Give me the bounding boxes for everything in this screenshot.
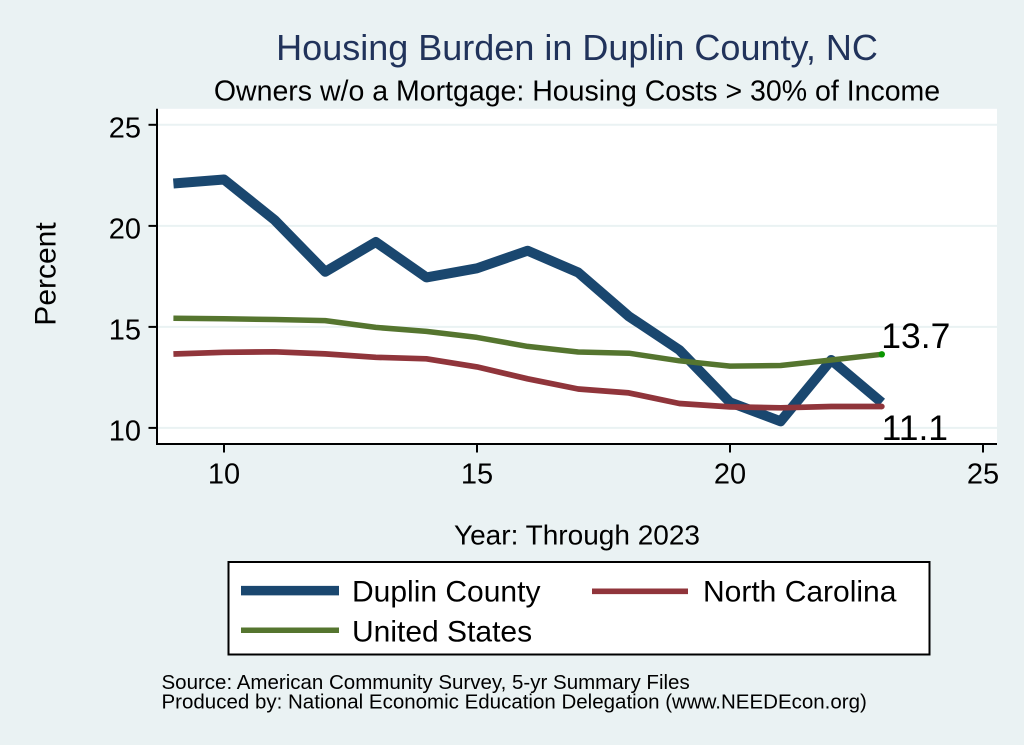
svg-text:15: 15 xyxy=(461,459,493,491)
svg-text:25: 25 xyxy=(109,112,141,144)
svg-text:Owners w/o a Mortgage: Housing: Owners w/o a Mortgage: Housing Costs > 3… xyxy=(214,76,940,108)
svg-text:20: 20 xyxy=(714,459,746,491)
svg-text:15: 15 xyxy=(109,314,141,346)
svg-text:United States: United States xyxy=(352,616,532,649)
svg-text:13.7: 13.7 xyxy=(881,316,950,356)
svg-text:25: 25 xyxy=(967,459,999,491)
svg-text:North Carolina: North Carolina xyxy=(703,576,897,609)
svg-text:10: 10 xyxy=(208,459,240,491)
svg-text:Duplin County: Duplin County xyxy=(352,576,540,609)
svg-text:Housing Burden in Duplin Count: Housing Burden in Duplin County, NC xyxy=(276,27,878,68)
svg-text:11.1: 11.1 xyxy=(882,408,948,448)
svg-text:10: 10 xyxy=(109,415,141,447)
svg-text:20: 20 xyxy=(109,213,141,245)
svg-text:Produced by: National Economic: Produced by: National Economic Education… xyxy=(162,691,867,714)
svg-text:Source: American Community Sur: Source: American Community Survey, 5-yr … xyxy=(162,671,690,694)
svg-text:Percent: Percent xyxy=(30,222,63,326)
svg-text:Year: Through 2023: Year: Through 2023 xyxy=(454,520,700,551)
